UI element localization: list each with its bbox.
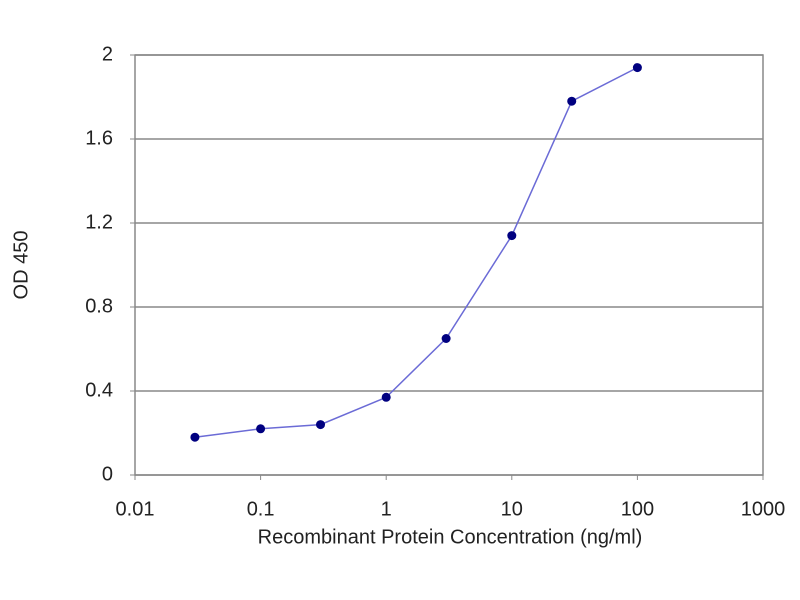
y-tick-label: 2 bbox=[102, 43, 113, 65]
data-point bbox=[256, 424, 266, 434]
data-point bbox=[441, 334, 451, 343]
data-line bbox=[194, 66, 638, 438]
y-tick-label: 0 bbox=[102, 463, 113, 485]
x-tick-label: 10 bbox=[501, 498, 523, 520]
x-tick-label: 0.1 bbox=[247, 498, 275, 520]
data-point bbox=[316, 420, 326, 430]
data-point bbox=[632, 63, 642, 73]
data-point bbox=[567, 96, 577, 106]
x-tick-label: 100 bbox=[621, 498, 654, 520]
x-axis-label: Recombinant Protein Concentration (ng/ml… bbox=[258, 526, 643, 548]
x-tick-label: 1 bbox=[381, 498, 392, 520]
data-point bbox=[381, 392, 391, 402]
y-tick-label: 1.6 bbox=[85, 127, 113, 149]
y-tick-label: 0.8 bbox=[85, 295, 113, 317]
plot-frame bbox=[134, 54, 764, 476]
data-point bbox=[507, 231, 517, 241]
x-tick-label: 0.01 bbox=[116, 498, 155, 520]
x-tick-label: 1000 bbox=[741, 498, 786, 520]
data-point bbox=[190, 432, 200, 442]
y-tick-label: 0.4 bbox=[85, 379, 113, 401]
y-tick-label: 1.2 bbox=[85, 211, 113, 233]
y-axis-label: OD 450 bbox=[10, 231, 32, 300]
